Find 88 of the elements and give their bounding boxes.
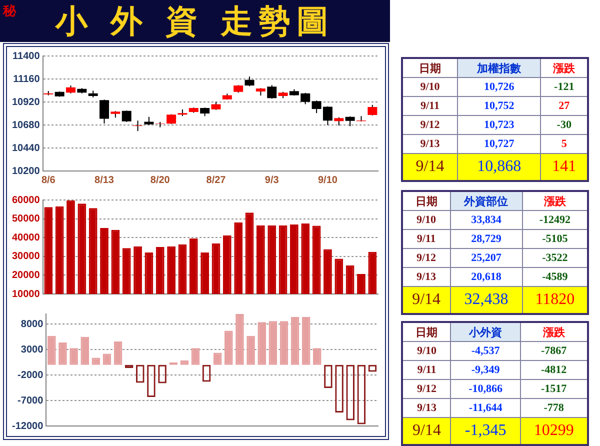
x-tick-label: 8/6 [41,174,56,186]
category-label: 日期 [402,191,450,210]
y-tick-label: 10000 [12,288,40,300]
candlestick [155,121,165,128]
text: 25,207 [471,252,502,264]
category-label: 加權指數 [457,58,541,78]
candlestick [100,99,110,124]
y-tick-label: 40000 [12,232,40,244]
text: -5105 [542,233,568,245]
text: 9/14 [416,158,444,175]
y-tick-label: 10200 [12,166,40,177]
y-tick-label: -7000 [18,395,44,406]
text: 33,834 [471,214,502,226]
text: 10,726 [484,81,514,93]
text: 9/12 [416,252,436,264]
text: 9/11 [420,100,440,112]
text: 141 [552,158,576,175]
text: 9/13 [416,402,436,414]
text: 10,727 [484,138,514,150]
x-tick-label: 8/27 [206,174,226,186]
candlestick [368,104,378,116]
y-tick-label: 8000 [20,318,44,330]
candlestick [244,76,254,87]
text: 11820 [535,291,575,308]
text: 9/12 [416,383,436,395]
category-label: 日期 [402,58,458,78]
text: -11,644 [468,402,502,414]
text: -121 [554,81,574,93]
y-tick-label: 10440 [12,142,40,154]
candlestick [122,110,132,122]
text: 32,438 [464,291,508,308]
text: 9/10 [416,214,436,226]
text: 20,618 [471,271,502,283]
text: -1517 [540,383,567,395]
chart-title: 小 外 資 走勢圖 [55,2,335,40]
text: 9/12 [420,119,440,131]
category-label: 漲跌 [540,58,588,78]
text: 9/13 [420,138,440,150]
candlestick [133,120,143,132]
text: 10,723 [484,119,514,131]
y-tick-label: 11160 [13,74,40,85]
y-tick-label: 60000 [12,194,40,206]
y-tick-label: 3000 [20,344,44,356]
text: -3522 [542,252,568,264]
candlestick [267,84,277,100]
bar [124,364,134,368]
y-tick-label: -12000 [12,420,44,432]
x-tick-label: 8/20 [150,174,170,186]
candlestick [345,116,355,127]
x-tick-label: 9/10 [318,174,338,186]
text: 10299 [534,422,574,439]
y-tick-label: 10680 [12,120,40,131]
text: 9/14 [412,422,441,439]
text: 10,752 [484,100,514,112]
text: -7867 [540,345,567,357]
text: -30 [556,119,572,131]
text: -4812 [540,364,567,376]
text: 27 [558,100,570,112]
category-label: 日期 [402,322,451,342]
text: 9/14 [412,291,441,308]
text: -4,537 [471,345,500,357]
y-tick-label: 20000 [12,270,40,281]
text: 9/11 [416,233,436,245]
text: 5 [561,138,567,150]
text: 9/13 [416,271,436,283]
y-tick-label: 10920 [12,96,40,108]
y-tick-label: 30000 [12,251,40,262]
text: 9/10 [420,81,440,93]
text: 9/10 [416,345,436,357]
text: 9/11 [417,364,436,376]
text: -778 [544,402,564,414]
category-label: 漲跌 [520,322,588,342]
y-tick-label: 11400 [12,50,40,62]
x-tick-label: 8/13 [94,174,114,186]
text: -10,866 [468,383,502,395]
text: -4589 [542,271,568,283]
x-tick-label: 9/3 [264,174,280,186]
text: -12492 [539,214,570,226]
category-label: 外資部位 [450,191,522,210]
text: 10,868 [477,158,522,175]
y-tick-label: -2000 [18,370,44,381]
text: 28,729 [471,233,502,245]
category-label: 小外資 [450,322,520,342]
text: -9,349 [471,364,500,376]
text: -1,345 [464,422,506,439]
y-tick-label: 50000 [12,214,40,225]
category-label: 漲跌 [522,191,588,210]
text: 秘 [3,3,16,20]
